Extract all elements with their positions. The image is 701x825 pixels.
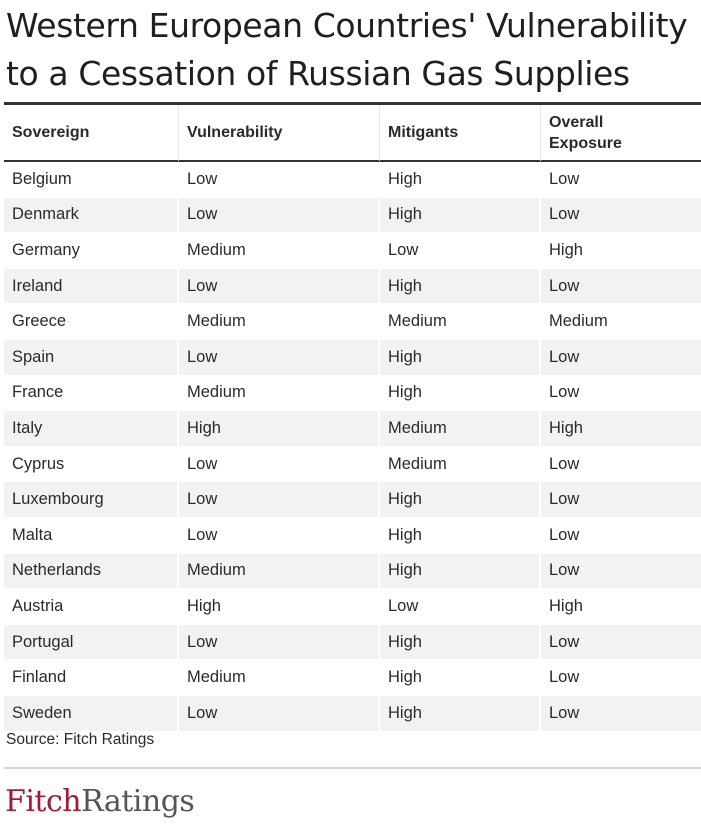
cell-sovereign: France <box>4 375 179 412</box>
column-header-overall-exposure: Overall Exposure <box>541 105 701 162</box>
cell-overall-exposure: Low <box>541 376 701 412</box>
cell-mitigants: High <box>380 482 541 518</box>
cell-sovereign: Finland <box>4 660 179 696</box>
table-top-rule <box>4 102 701 105</box>
cell-mitigants: High <box>380 268 541 305</box>
table-row: Cyprus Low Medium Low <box>4 446 701 483</box>
cell-mitigants: High <box>380 517 541 554</box>
cell-overall-exposure: Low <box>541 339 701 376</box>
table-row: Ireland Low High Low <box>4 268 701 305</box>
cell-vulnerability: Low <box>179 695 380 732</box>
column-header-vulnerability: Vulnerability <box>179 105 380 162</box>
table-row: Portugal Low High Low <box>4 624 701 661</box>
cell-mitigants: Low <box>380 233 541 269</box>
exposure-table: Sovereign Vulnerability Mitigants Overal… <box>4 105 701 732</box>
cell-sovereign: Germany <box>4 233 179 269</box>
cell-overall-exposure: Low <box>541 162 701 198</box>
fitch-ratings-logo: FitchRatings <box>5 783 195 821</box>
chart-title: Western European Countries' Vulnerabilit… <box>6 6 688 93</box>
cell-vulnerability: Medium <box>179 660 380 696</box>
table-row: France Medium High Low <box>4 375 701 412</box>
cell-mitigants: High <box>380 375 541 412</box>
cell-sovereign: Cyprus <box>4 446 179 483</box>
cell-overall-exposure: Low <box>541 447 701 483</box>
cell-vulnerability: Medium <box>179 375 380 412</box>
cell-overall-exposure: Medium <box>541 304 701 340</box>
cell-overall-exposure: High <box>541 411 701 447</box>
table-row: Italy High Medium High <box>4 411 701 447</box>
cell-vulnerability: Medium <box>179 553 380 590</box>
table-body: Belgium Low High Low Denmark Low High Low German… <box>4 162 701 732</box>
cell-mitigants: High <box>380 624 541 661</box>
cell-sovereign: Greece <box>4 304 179 340</box>
table-row: Greece Medium Medium Medium <box>4 304 701 340</box>
cell-mitigants: High <box>380 553 541 590</box>
cell-overall-exposure: High <box>541 233 701 269</box>
cell-sovereign: Austria <box>4 589 179 625</box>
table-row: Luxembourg Low High Low <box>4 482 701 518</box>
cell-vulnerability: Low <box>179 446 380 483</box>
cell-vulnerability: Low <box>179 268 380 305</box>
cell-sovereign: Malta <box>4 517 179 554</box>
table-row: Germany Medium Low High <box>4 233 701 269</box>
table-row: Denmark Low High Low <box>4 197 701 234</box>
cell-mitigants: High <box>380 695 541 732</box>
table-row: Sweden Low High Low <box>4 695 701 732</box>
column-header-sovereign: Sovereign <box>4 105 179 162</box>
source-note: Source: Fitch Ratings <box>6 731 155 748</box>
cell-overall-exposure: Low <box>541 660 701 696</box>
cell-vulnerability: Low <box>179 482 380 518</box>
table-header-row: Sovereign Vulnerability Mitigants Overal… <box>4 105 701 162</box>
cell-vulnerability: Low <box>179 162 380 198</box>
cell-sovereign: Belgium <box>4 162 179 198</box>
cell-mitigants: Low <box>380 589 541 625</box>
cell-mitigants: High <box>380 162 541 198</box>
table-row: Malta Low High Low <box>4 517 701 554</box>
cell-mitigants: Medium <box>380 411 541 447</box>
table-row: Spain Low High Low <box>4 339 701 376</box>
logo-ratings-text: Ratings <box>81 784 195 819</box>
cell-overall-exposure: Low <box>541 518 701 554</box>
table-row: Finland Medium High Low <box>4 660 701 696</box>
cell-overall-exposure: High <box>541 589 701 625</box>
exposure-table-container: Sovereign Vulnerability Mitigants Overal… <box>4 102 701 732</box>
cell-sovereign: Netherlands <box>4 553 179 590</box>
logo-fitch-text: Fitch <box>5 784 82 819</box>
cell-sovereign: Portugal <box>4 624 179 661</box>
cell-sovereign: Sweden <box>4 695 179 732</box>
cell-vulnerability: Low <box>179 339 380 376</box>
cell-vulnerability: Low <box>179 624 380 661</box>
table-row: Austria High Low High <box>4 589 701 625</box>
cell-sovereign: Denmark <box>4 197 179 234</box>
cell-vulnerability: Low <box>179 517 380 554</box>
cell-overall-exposure: Low <box>541 268 701 305</box>
cell-sovereign: Spain <box>4 339 179 376</box>
cell-overall-exposure: Low <box>541 695 701 732</box>
cell-sovereign: Luxembourg <box>4 482 179 518</box>
table-row: Belgium Low High Low <box>4 162 701 198</box>
cell-mitigants: Medium <box>380 304 541 340</box>
table-row: Netherlands Medium High Low <box>4 553 701 590</box>
footer-divider <box>4 767 701 769</box>
cell-overall-exposure: Low <box>541 482 701 518</box>
column-header-mitigants: Mitigants <box>380 105 541 162</box>
cell-overall-exposure: Low <box>541 624 701 661</box>
cell-vulnerability: High <box>179 589 380 625</box>
cell-vulnerability: Low <box>179 197 380 234</box>
cell-overall-exposure: Low <box>541 553 701 590</box>
cell-vulnerability: High <box>179 411 380 447</box>
cell-mitigants: High <box>380 660 541 696</box>
cell-sovereign: Italy <box>4 411 179 447</box>
cell-mitigants: Medium <box>380 446 541 483</box>
cell-mitigants: High <box>380 339 541 376</box>
cell-overall-exposure: Low <box>541 197 701 234</box>
cell-sovereign: Ireland <box>4 268 179 305</box>
cell-vulnerability: Medium <box>179 304 380 340</box>
cell-vulnerability: Medium <box>179 233 380 269</box>
cell-mitigants: High <box>380 197 541 234</box>
